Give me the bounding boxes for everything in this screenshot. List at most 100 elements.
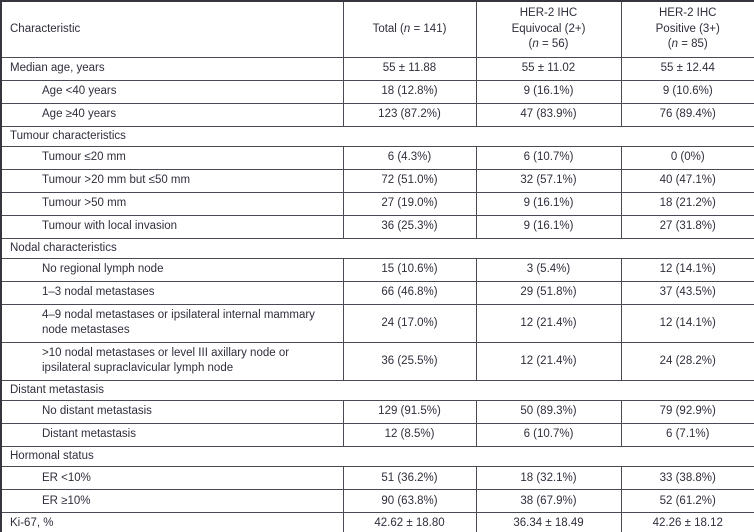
- value-cell: 9 (16.1%): [475, 79, 622, 104]
- header-line: Total (n = 141): [372, 22, 447, 35]
- table-body: Median age, years 55 ± 11.88 55 ± 11.02 55 …: [0, 56, 754, 532]
- value-cell: 24 (17.0%): [342, 303, 477, 343]
- value-cell: 55 ± 11.02: [475, 56, 622, 81]
- value-cell: 3 (5.4%): [475, 257, 622, 282]
- table-row: Age ≥40 years 123 (87.2%) 47 (83.9%) 76 (89…: [0, 102, 754, 127]
- table-row: Tumour with local invasion 36 (25.3%) 9 (1…: [0, 214, 754, 239]
- table-row: Distant metastasis 12 (8.5%) 6 (10.7%) 6 (7…: [0, 423, 754, 448]
- value-cell: 12 (14.1%): [620, 303, 754, 343]
- value-cell: 38 (67.9%): [475, 489, 622, 514]
- header-her2-positive: HER-2 IHC Positive (3+) (n = 85): [620, 0, 754, 58]
- row-label: No regional lymph node: [0, 257, 344, 282]
- row-label: ER ≥10%: [0, 489, 344, 514]
- table-row: Tumour >50 mm 27 (19.0%) 9 (16.1%) 18 (21.2…: [0, 191, 754, 216]
- row-label: Median age, years: [0, 56, 344, 81]
- section-label: Hormonal status: [0, 446, 754, 468]
- section-row: Tumour characteristics: [0, 125, 754, 147]
- section-label: Tumour characteristics: [0, 125, 754, 147]
- row-label: >10 nodal metastases or level III axilla…: [0, 341, 344, 381]
- value-cell: 51 (36.2%): [342, 466, 477, 491]
- value-cell: 37 (43.5%): [620, 280, 754, 305]
- value-cell: 76 (89.4%): [620, 102, 754, 127]
- value-cell: 24 (28.2%): [620, 341, 754, 381]
- value-cell: 18 (21.2%): [620, 191, 754, 216]
- section-label: Nodal characteristics: [0, 237, 754, 259]
- value-cell: 36 (25.3%): [342, 214, 477, 239]
- value-cell: 9 (16.1%): [475, 191, 622, 216]
- header-line: HER-2 IHC: [658, 7, 717, 20]
- value-cell: 129 (91.5%): [342, 400, 477, 425]
- row-label: ER <10%: [0, 466, 344, 491]
- table-row: Median age, years 55 ± 11.88 55 ± 11.02 55 …: [0, 56, 754, 81]
- value-cell: 72 (51.0%): [342, 168, 477, 193]
- table-row: Tumour ≤20 mm 6 (4.3%) 6 (10.7%) 0 (0%): [0, 145, 754, 170]
- value-cell: 42.26 ± 18.12: [620, 512, 754, 532]
- section-row: Nodal characteristics: [0, 237, 754, 259]
- value-cell: 15 (10.6%): [342, 257, 477, 282]
- row-label: Age ≥40 years: [0, 102, 344, 127]
- value-cell: 79 (92.9%): [620, 400, 754, 425]
- value-cell: 12 (14.1%): [620, 257, 754, 282]
- value-cell: 42.62 ± 18.80: [342, 512, 477, 532]
- value-cell: 36.34 ± 18.49: [475, 512, 622, 532]
- table-row: >10 nodal metastases or level III axilla…: [0, 341, 754, 381]
- value-cell: 6 (7.1%): [620, 423, 754, 448]
- header-line: HER-2 IHC: [519, 7, 578, 20]
- value-cell: 47 (83.9%): [475, 102, 622, 127]
- table-row: Age <40 years 18 (12.8%) 9 (16.1%) 9 (10.6%…: [0, 79, 754, 104]
- table-row: No distant metastasis 129 (91.5%) 50 (89.3…: [0, 400, 754, 425]
- value-cell: 0 (0%): [620, 145, 754, 170]
- value-cell: 36 (25.5%): [342, 341, 477, 381]
- value-cell: 9 (16.1%): [475, 214, 622, 239]
- value-cell: 29 (51.8%): [475, 280, 622, 305]
- value-cell: 9 (10.6%): [620, 79, 754, 104]
- value-cell: 55 ± 12.44: [620, 56, 754, 81]
- table-row: 4–9 nodal metastases or ipsilateral inte…: [0, 303, 754, 343]
- value-cell: 6 (4.3%): [342, 145, 477, 170]
- value-cell: 18 (12.8%): [342, 79, 477, 104]
- row-label: 4–9 nodal metastases or ipsilateral inte…: [0, 303, 344, 343]
- row-label: 1–3 nodal metastases: [0, 280, 344, 305]
- header-characteristic: Characteristic: [0, 0, 344, 58]
- row-label: Tumour ≤20 mm: [0, 145, 344, 170]
- value-cell: 12 (21.4%): [475, 341, 622, 381]
- section-label: Distant metastasis: [0, 379, 754, 402]
- value-cell: 55 ± 11.88: [342, 56, 477, 81]
- header-her2-equivocal: HER-2 IHC Equivocal (2+) (n = 56): [475, 0, 622, 58]
- value-cell: 66 (46.8%): [342, 280, 477, 305]
- table-row: ER <10% 51 (36.2%) 18 (32.1%) 33 (38.8%): [0, 466, 754, 491]
- table-row: No regional lymph node 15 (10.6%) 3 (5.4%)…: [0, 257, 754, 282]
- value-cell: 32 (57.1%): [475, 168, 622, 193]
- value-cell: 27 (19.0%): [342, 191, 477, 216]
- header-line: (n = 85): [667, 37, 708, 50]
- header-total: Total (n = 141): [342, 0, 477, 58]
- value-cell: 50 (89.3%): [475, 400, 622, 425]
- section-row: Hormonal status: [0, 446, 754, 468]
- value-cell: 18 (32.1%): [475, 466, 622, 491]
- value-cell: 33 (38.8%): [620, 466, 754, 491]
- row-label: Tumour >50 mm: [0, 191, 344, 216]
- row-label: Age <40 years: [0, 79, 344, 104]
- value-cell: 6 (10.7%): [475, 145, 622, 170]
- table-row: Tumour >20 mm but ≤50 mm 72 (51.0%) 32 (57…: [0, 168, 754, 193]
- value-cell: 40 (47.1%): [620, 168, 754, 193]
- row-label: Tumour with local invasion: [0, 214, 344, 239]
- row-label: No distant metastasis: [0, 400, 344, 425]
- header-line: Equivocal (2+): [511, 22, 586, 35]
- value-cell: 12 (21.4%): [475, 303, 622, 343]
- table-header: Characteristic Total (n = 141) HER-2 IHC…: [0, 0, 754, 58]
- value-cell: 123 (87.2%): [342, 102, 477, 127]
- header-row: Characteristic Total (n = 141) HER-2 IHC…: [0, 0, 754, 58]
- header-line: (n = 56): [528, 37, 569, 50]
- row-label: Tumour >20 mm but ≤50 mm: [0, 168, 344, 193]
- row-label: Distant metastasis: [0, 423, 344, 448]
- value-cell: 90 (63.8%): [342, 489, 477, 514]
- table-row: 1–3 nodal metastases 66 (46.8%) 29 (51.8%)…: [0, 280, 754, 305]
- value-cell: 6 (10.7%): [475, 423, 622, 448]
- value-cell: 52 (61.2%): [620, 489, 754, 514]
- table-row: ER ≥10% 90 (63.8%) 38 (67.9%) 52 (61.2%): [0, 489, 754, 514]
- value-cell: 12 (8.5%): [342, 423, 477, 448]
- value-cell: 27 (31.8%): [620, 214, 754, 239]
